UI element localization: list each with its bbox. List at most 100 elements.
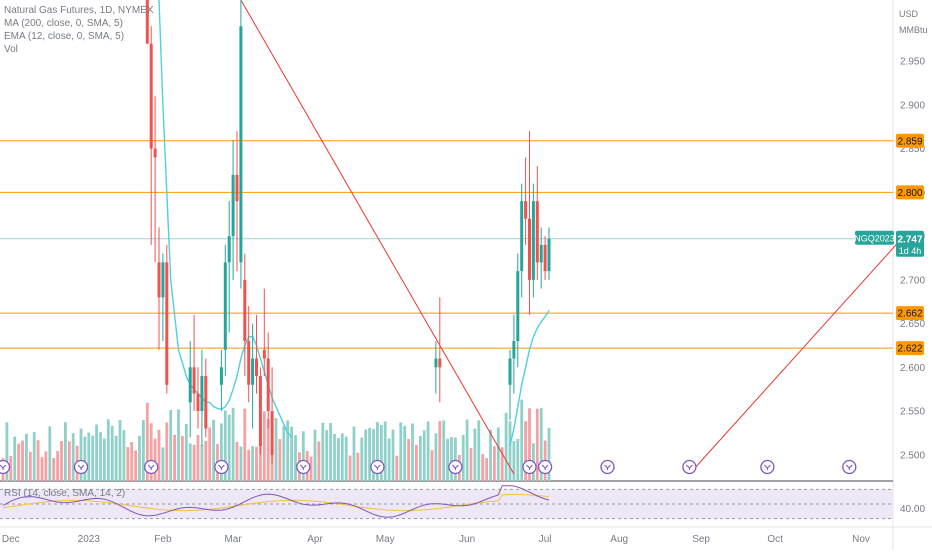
- axis-units[interactable]: USD MMBtu: [899, 6, 928, 38]
- event-markers[interactable]: [0, 459, 857, 475]
- candle: [149, 26, 153, 245]
- candle: [145, 0, 149, 44]
- volume-bar: [212, 419, 215, 481]
- y-tick-label: 2.850: [900, 144, 925, 155]
- candle-body: [235, 174, 239, 202]
- volume-bar: [130, 441, 134, 481]
- volume-bar: [262, 411, 266, 481]
- candles[interactable]: [145, 0, 551, 464]
- x-tick-label: Jul: [539, 534, 552, 545]
- candle: [438, 297, 442, 403]
- event-marker-circle: [682, 459, 697, 475]
- candle: [258, 367, 262, 455]
- volume-bar: [21, 440, 24, 481]
- y-tick-label: 2.600: [900, 363, 925, 374]
- level-badge: 2.859: [896, 133, 924, 148]
- volume-bar: [239, 446, 243, 481]
- volume-bar: [44, 451, 48, 481]
- legend-vol[interactable]: Vol: [4, 44, 18, 55]
- volume-bar: [243, 408, 247, 481]
- volume-bar: [493, 446, 496, 481]
- volume-bar: [418, 435, 422, 481]
- event-marker-glyph: [526, 464, 533, 470]
- volume-bar: [504, 412, 508, 481]
- trend-lines[interactable]: [240, 0, 905, 475]
- legend-ma[interactable]: MA (200, close, 0, SMA, 5): [4, 18, 123, 29]
- y-tick-label: 2.550: [900, 407, 925, 418]
- candle: [247, 306, 251, 403]
- volume-bar: [99, 432, 102, 481]
- event-marker-glyph: [374, 464, 381, 470]
- candle: [262, 288, 266, 377]
- volume-bar: [255, 446, 258, 481]
- volume-bar: [356, 452, 360, 481]
- candle: [161, 253, 165, 342]
- y-tick-label: 2.650: [900, 319, 925, 330]
- x-tick-label: 2023: [78, 534, 101, 545]
- volume-bar: [473, 428, 477, 481]
- volume-bar: [500, 447, 504, 481]
- rsi-title[interactable]: RSI (14, close, SMA, 14, 2): [4, 488, 126, 499]
- volume-bar: [251, 446, 254, 481]
- contract-badge-label: NGQ2023: [854, 233, 895, 243]
- event-marker-icon: [522, 459, 537, 475]
- contract-badge-bg: [855, 230, 894, 245]
- candle: [188, 341, 192, 438]
- volume-bar: [535, 408, 539, 481]
- volume-bar: [524, 421, 527, 481]
- legend-ema[interactable]: EMA (12, close, 0, SMA, 5): [4, 31, 125, 42]
- candle: [543, 236, 547, 280]
- volume-bar: [450, 437, 453, 481]
- volume-bar: [103, 438, 106, 481]
- volume-bar: [227, 414, 231, 481]
- event-marker-glyph: [218, 464, 225, 470]
- event-marker-circle: [522, 459, 537, 475]
- volume-bar: [391, 429, 395, 481]
- candle-body: [157, 262, 161, 298]
- volume-bar: [28, 451, 32, 481]
- event-marker-icon: [448, 459, 463, 475]
- candle: [223, 244, 227, 377]
- volume-bar: [422, 430, 426, 481]
- candle-body: [270, 411, 274, 455]
- volume-bar: [173, 434, 176, 481]
- candle: [239, 0, 243, 289]
- rsi-tick-label: 40.00: [900, 504, 925, 515]
- event-marker-circle: [296, 459, 311, 475]
- volume-bar: [547, 427, 551, 481]
- volume-bar: [231, 407, 235, 481]
- volume-bar: [83, 436, 87, 481]
- level-badge-label: 2.662: [897, 309, 922, 320]
- y-tick-label: 2.950: [900, 57, 925, 68]
- candle-body: [524, 201, 528, 219]
- x-tick-label: Jun: [459, 534, 475, 545]
- volume-bar: [91, 435, 95, 481]
- volume-bar: [71, 433, 75, 481]
- volume-bar: [138, 435, 141, 481]
- ma-line: [509, 310, 550, 447]
- candle-body: [258, 376, 262, 447]
- volume-bar: [36, 440, 40, 481]
- volume-bar: [411, 423, 414, 481]
- axis-unit-currency: USD: [899, 9, 919, 19]
- event-marker-circle: [600, 459, 615, 475]
- event-marker-circle: [448, 459, 463, 475]
- volume-bar: [325, 430, 329, 481]
- volume-bar: [360, 437, 364, 481]
- x-tick-label: Apr: [307, 534, 323, 545]
- candle-body: [223, 262, 227, 350]
- volume-bar: [223, 410, 227, 481]
- event-marker-icon: [682, 459, 697, 475]
- time-axis[interactable]: Dec 2023 Feb Mar Apr May Jun Jul Aug Sep Oct Nov: [2, 534, 870, 545]
- volume-bar: [60, 441, 63, 481]
- legend-symbol[interactable]: Natural Gas Futures, 1D, NYMEX: [4, 5, 154, 16]
- volume-bar: [368, 427, 371, 481]
- event-marker-icon: [600, 459, 615, 475]
- axis-unit-measure: MMBtu: [899, 25, 928, 35]
- volume-bar: [489, 429, 492, 481]
- event-marker-glyph: [686, 464, 693, 470]
- volume-bar: [220, 423, 223, 481]
